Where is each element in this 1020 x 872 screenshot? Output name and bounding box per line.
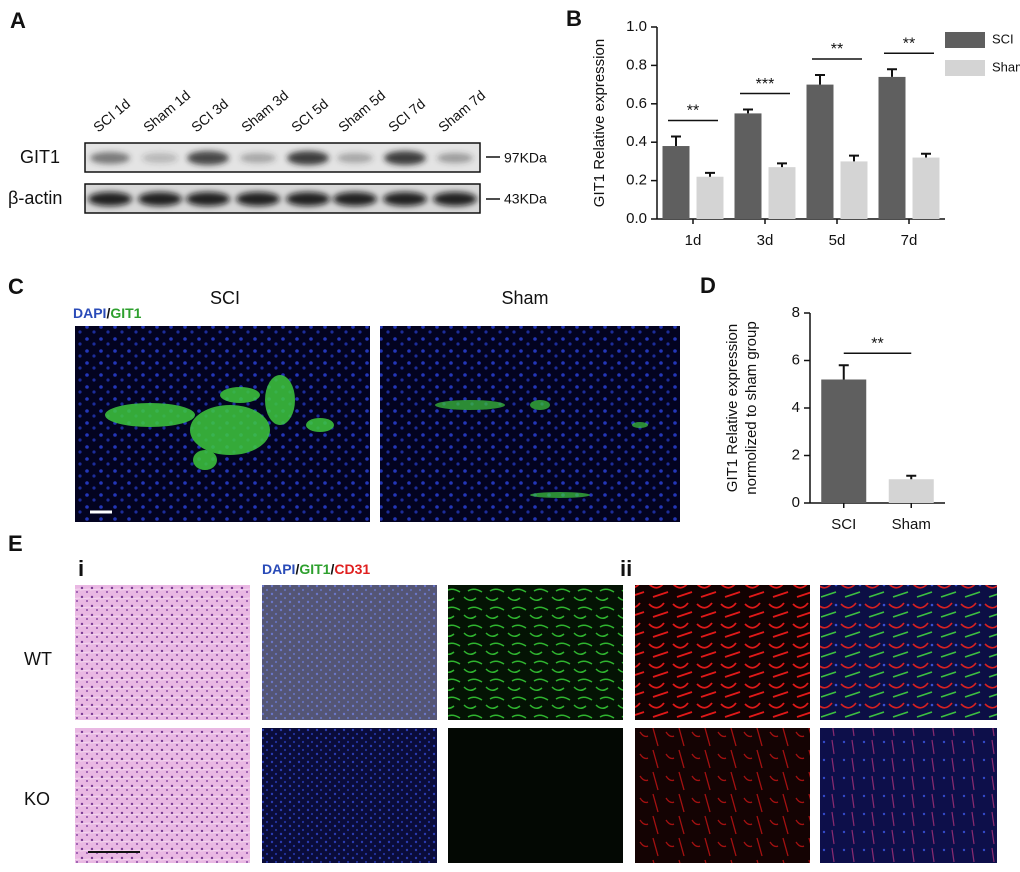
y-tick-label: 0.4 bbox=[626, 133, 647, 150]
y-tick-label: 6 bbox=[792, 351, 800, 368]
sub-label: ii bbox=[620, 556, 632, 581]
sub-label: i bbox=[78, 556, 84, 581]
panel-letter: C bbox=[8, 274, 24, 299]
column-label: SCI bbox=[210, 288, 240, 308]
error-bar bbox=[849, 154, 859, 162]
stain: DAPI bbox=[73, 305, 106, 321]
column-label: Sham bbox=[501, 288, 548, 308]
stain: DAPI bbox=[262, 561, 295, 577]
error-bar bbox=[705, 171, 715, 177]
x-tick-label: 1d bbox=[685, 232, 702, 249]
stain: / bbox=[106, 305, 110, 321]
micrograph bbox=[75, 326, 680, 522]
x-tick-label: 7d bbox=[901, 232, 918, 249]
y-axis-label: normolized to sham group bbox=[743, 321, 760, 494]
error-bar bbox=[777, 162, 787, 168]
stain: GIT1 bbox=[110, 305, 141, 321]
significance: ** bbox=[871, 335, 883, 352]
micrograph-grid bbox=[75, 585, 997, 863]
y-tick-label: 8 bbox=[792, 304, 800, 321]
lane-label: Sham 1d bbox=[140, 87, 193, 135]
bar bbox=[662, 146, 690, 219]
significance: ** bbox=[903, 35, 915, 52]
x-tick-label: Sham bbox=[892, 516, 931, 533]
y-tick-label: 0.8 bbox=[626, 56, 647, 73]
size-label: 97KDa bbox=[504, 150, 547, 166]
bar bbox=[734, 113, 762, 219]
panel-letter: E bbox=[8, 531, 23, 556]
stain: CD31 bbox=[334, 561, 370, 577]
y-tick-label: 0.0 bbox=[626, 210, 647, 227]
bar bbox=[888, 479, 934, 503]
blot-row-label: GIT1 bbox=[20, 147, 60, 167]
bar bbox=[768, 167, 796, 219]
legend-swatch bbox=[945, 32, 985, 48]
error-bar bbox=[887, 68, 897, 77]
error-bar bbox=[921, 152, 931, 158]
stain-label: DAPI/GIT1/CD31 bbox=[262, 561, 370, 577]
y-tick-label: 2 bbox=[792, 446, 800, 463]
bar bbox=[840, 161, 868, 219]
panel-letter: B bbox=[566, 6, 582, 31]
significance: *** bbox=[756, 76, 775, 93]
bar bbox=[821, 379, 867, 503]
legend-label: Sham bbox=[992, 59, 1020, 74]
significance: ** bbox=[831, 41, 843, 58]
y-tick-label: 0.6 bbox=[626, 95, 647, 112]
y-tick-label: 0 bbox=[792, 494, 800, 511]
bar bbox=[912, 157, 940, 219]
y-tick-label: 1.0 bbox=[626, 18, 647, 35]
stain: / bbox=[295, 561, 299, 577]
lane-label: SCI 7d bbox=[385, 95, 428, 135]
significance: ** bbox=[687, 103, 699, 120]
row-label: WT bbox=[24, 649, 52, 669]
y-axis-label: GIT1 Relative expression bbox=[591, 39, 608, 207]
panel-letter: A bbox=[10, 8, 26, 33]
stain: GIT1 bbox=[299, 561, 330, 577]
error-bar bbox=[906, 474, 917, 480]
y-tick-label: 0.2 bbox=[626, 172, 647, 189]
error-bar bbox=[743, 108, 753, 114]
western-blot bbox=[84, 142, 500, 214]
x-tick-label: 3d bbox=[757, 232, 774, 249]
bar bbox=[806, 84, 834, 219]
x-tick-label: SCI bbox=[831, 516, 856, 533]
stain: / bbox=[330, 561, 334, 577]
lane-label: SCI 1d bbox=[90, 95, 133, 135]
error-bar bbox=[838, 364, 849, 380]
lane-label: SCI 5d bbox=[288, 95, 331, 135]
bar bbox=[696, 176, 724, 219]
error-bar bbox=[671, 135, 681, 147]
x-tick-label: 5d bbox=[829, 232, 846, 249]
lane-label: Sham 3d bbox=[238, 87, 291, 135]
lane-label: Sham 7d bbox=[435, 87, 488, 135]
bar bbox=[878, 76, 906, 219]
size-label: 43KDa bbox=[504, 191, 547, 207]
legend-swatch bbox=[945, 60, 985, 76]
stain-label: DAPI/GIT1 bbox=[73, 305, 142, 321]
panel-letter: D bbox=[700, 273, 716, 298]
legend-label: SCI bbox=[992, 31, 1014, 46]
lane-label: Sham 5d bbox=[335, 87, 388, 135]
y-axis-label: GIT1 Relative expression bbox=[724, 324, 741, 492]
y-tick-label: 4 bbox=[792, 399, 800, 416]
blot-row-label: β-actin bbox=[8, 188, 62, 208]
lane-label: SCI 3d bbox=[188, 95, 231, 135]
row-label: KO bbox=[24, 789, 50, 809]
error-bar bbox=[815, 74, 825, 85]
